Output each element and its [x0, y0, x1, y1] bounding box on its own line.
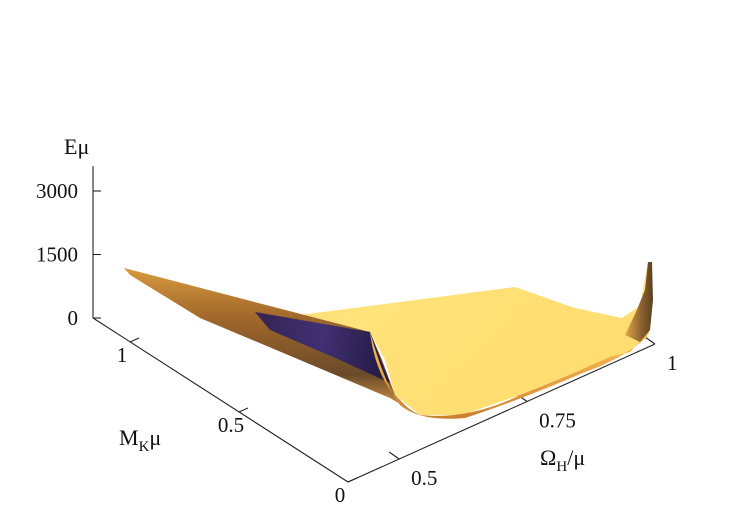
tick-labels: 0 1500 3000 0 0.5 1 0.5 0.75 1 — [36, 179, 678, 507]
y-tick-1 — [238, 407, 249, 413]
x-tick-label-1: 0.75 — [539, 409, 576, 433]
surface-front-ribbon — [124, 268, 410, 410]
y-tick-0 — [347, 477, 358, 483]
surface-bowl — [370, 330, 650, 419]
tick-marks — [93, 190, 656, 483]
x-axis-title: ΩH/μ — [540, 445, 585, 475]
x-tick-label-0: 0.5 — [411, 466, 437, 490]
y-tick-label-1: 0.5 — [218, 413, 244, 437]
surface-valley-shadow — [255, 312, 390, 383]
y-tick-label-2: 1 — [117, 343, 128, 367]
y-axis-title: MKμ — [119, 425, 161, 455]
z-tick-label-2: 3000 — [36, 179, 78, 203]
y-tick-2 — [129, 337, 140, 343]
x-tick-label-2: 1 — [667, 351, 678, 375]
x-tick-0 — [388, 451, 400, 460]
surface-right-spike — [625, 262, 653, 342]
z-tick-label-0: 0 — [68, 306, 79, 330]
x-tick-2 — [644, 336, 656, 345]
energy-surface — [124, 262, 653, 419]
surface-back-sheet — [124, 262, 652, 415]
z-axis-title: Eμ — [64, 134, 89, 159]
z-tick-label-1: 1500 — [36, 243, 78, 267]
y-tick-label-0: 0 — [335, 483, 346, 507]
y-axis-line — [92, 317, 349, 483]
